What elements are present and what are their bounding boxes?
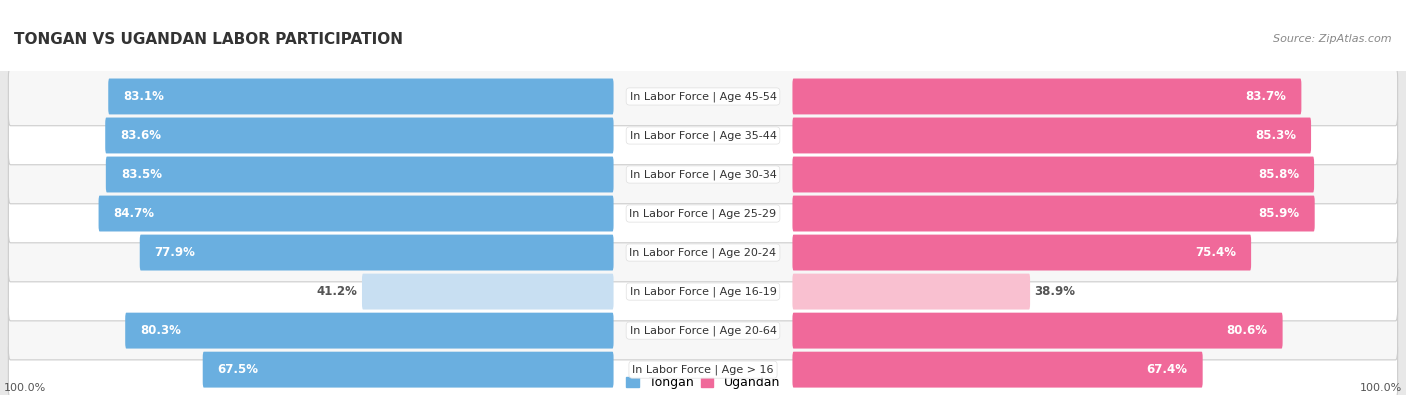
Text: 85.3%: 85.3% [1256, 129, 1296, 142]
FancyBboxPatch shape [793, 156, 1315, 192]
Text: 100.0%: 100.0% [1360, 383, 1403, 393]
Text: In Labor Force | Age 25-29: In Labor Force | Age 25-29 [630, 208, 776, 219]
Text: In Labor Force | Age > 16: In Labor Force | Age > 16 [633, 364, 773, 375]
FancyBboxPatch shape [793, 79, 1302, 115]
FancyBboxPatch shape [139, 235, 613, 271]
Text: In Labor Force | Age 16-19: In Labor Force | Age 16-19 [630, 286, 776, 297]
Text: 83.5%: 83.5% [121, 168, 162, 181]
Text: TONGAN VS UGANDAN LABOR PARTICIPATION: TONGAN VS UGANDAN LABOR PARTICIPATION [14, 32, 404, 47]
Text: In Labor Force | Age 20-24: In Labor Force | Age 20-24 [630, 247, 776, 258]
FancyBboxPatch shape [793, 235, 1251, 271]
Text: 83.1%: 83.1% [124, 90, 165, 103]
Text: 85.8%: 85.8% [1258, 168, 1299, 181]
Text: 41.2%: 41.2% [316, 285, 357, 298]
Text: 83.6%: 83.6% [120, 129, 162, 142]
Text: 77.9%: 77.9% [155, 246, 195, 259]
FancyBboxPatch shape [8, 223, 1398, 282]
FancyBboxPatch shape [793, 274, 1031, 310]
FancyBboxPatch shape [793, 118, 1310, 153]
Text: In Labor Force | Age 45-54: In Labor Force | Age 45-54 [630, 91, 776, 102]
FancyBboxPatch shape [125, 313, 613, 348]
Text: 38.9%: 38.9% [1035, 285, 1076, 298]
FancyBboxPatch shape [8, 106, 1398, 165]
FancyBboxPatch shape [8, 301, 1398, 360]
FancyBboxPatch shape [98, 196, 613, 231]
Text: 67.5%: 67.5% [218, 363, 259, 376]
Text: 80.6%: 80.6% [1226, 324, 1268, 337]
Text: In Labor Force | Age 30-34: In Labor Force | Age 30-34 [630, 169, 776, 180]
FancyBboxPatch shape [108, 79, 613, 115]
FancyBboxPatch shape [105, 156, 613, 192]
FancyBboxPatch shape [793, 352, 1202, 387]
Text: 75.4%: 75.4% [1195, 246, 1236, 259]
FancyBboxPatch shape [8, 340, 1398, 395]
Text: 100.0%: 100.0% [3, 383, 46, 393]
FancyBboxPatch shape [8, 262, 1398, 321]
FancyBboxPatch shape [8, 145, 1398, 204]
FancyBboxPatch shape [105, 118, 613, 153]
Text: 67.4%: 67.4% [1147, 363, 1188, 376]
Text: 80.3%: 80.3% [141, 324, 181, 337]
FancyBboxPatch shape [361, 274, 613, 310]
FancyBboxPatch shape [793, 196, 1315, 231]
Text: In Labor Force | Age 20-64: In Labor Force | Age 20-64 [630, 325, 776, 336]
Text: 84.7%: 84.7% [114, 207, 155, 220]
FancyBboxPatch shape [793, 313, 1282, 348]
Text: 85.9%: 85.9% [1258, 207, 1299, 220]
Legend: Tongan, Ugandan: Tongan, Ugandan [626, 376, 780, 389]
Text: In Labor Force | Age 35-44: In Labor Force | Age 35-44 [630, 130, 776, 141]
FancyBboxPatch shape [8, 184, 1398, 243]
Text: 83.7%: 83.7% [1246, 90, 1286, 103]
FancyBboxPatch shape [202, 352, 613, 387]
FancyBboxPatch shape [8, 67, 1398, 126]
Text: Source: ZipAtlas.com: Source: ZipAtlas.com [1274, 34, 1392, 44]
